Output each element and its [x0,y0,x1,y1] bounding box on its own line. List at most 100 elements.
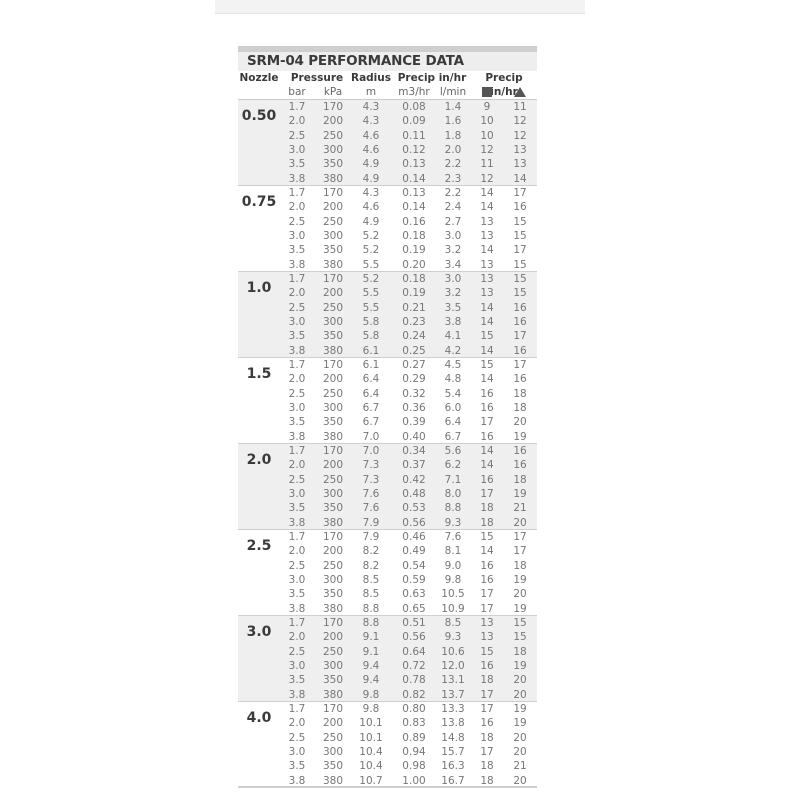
precip-triangle: 13 [513,143,527,156]
pressure-bar: 3.5 [288,244,306,257]
table-row: 3.5 350 5.2 0.19 3.2 14 17 [238,243,537,257]
flow-m3hr: 0.40 [402,430,426,443]
precip-square: 13 [480,215,494,228]
precip-triangle: 20 [513,731,527,744]
flow-lmin: 13.7 [441,688,465,701]
pressure-kpa: 250 [322,301,344,314]
pressure-bar: 3.8 [288,688,306,701]
radius-m: 10.7 [359,774,383,787]
precip-square: 15 [480,330,494,343]
pressure-bar: 3.0 [288,745,306,758]
precip-square: 13 [480,631,494,644]
precip-square: 16 [480,401,494,414]
pressure-bar: 3.0 [288,659,306,672]
pressure-kpa: 350 [322,588,344,601]
unit-m3hr: m3/hr [398,86,430,98]
radius-m: 5.5 [362,287,380,300]
table-row: 3.8 380 8.8 0.65 10.9 17 19 [238,602,537,616]
pressure-kpa: 170 [322,445,344,457]
nozzle-size: 0.75 [241,194,277,210]
table-row: 3.0 300 10.4 0.94 15.7 17 20 [238,745,537,759]
flow-m3hr: 0.36 [402,401,426,414]
precip-triangle: 12 [513,129,527,142]
flow-m3hr: 0.09 [402,115,426,128]
flow-m3hr: 0.78 [402,674,426,687]
pressure-kpa: 250 [322,387,344,400]
pressure-kpa: 350 [322,416,344,429]
flow-lmin: 4.8 [444,373,462,386]
table-row: 2.0 200 5.5 0.19 3.2 13 15 [238,286,537,300]
flow-lmin: 8.5 [444,617,462,629]
radius-m: 4.9 [362,172,380,185]
table-row: 2.5 250 8.2 0.54 9.0 16 18 [238,559,537,573]
pressure-bar: 3.0 [288,229,306,242]
pressure-kpa: 300 [322,315,344,328]
table-row: 1.7 170 7.9 0.46 7.6 15 17 [238,530,537,544]
precip-triangle: 15 [513,229,527,242]
precip-square: 16 [480,659,494,672]
flow-lmin: 3.5 [444,301,462,314]
flow-m3hr: 1.00 [402,774,426,787]
pressure-kpa: 380 [322,774,344,787]
table-row: 3.0 300 5.8 0.23 3.8 14 16 [238,315,537,329]
square-icon [482,87,492,97]
nozzle-size: 2.0 [246,452,272,468]
flow-m3hr: 0.14 [402,201,426,214]
precip-triangle: 17 [513,545,527,558]
precip-square: 14 [480,315,494,328]
pressure-kpa: 250 [322,731,344,744]
title-accent-bar [238,46,537,52]
precip-triangle: 17 [513,531,527,543]
units-row: bar kPa m m3/hr l/min [238,85,537,100]
precip-square: 17 [480,745,494,758]
flow-m3hr: 0.72 [402,659,426,672]
flow-m3hr: 0.21 [402,301,426,314]
triangle-icon [514,87,526,97]
precip-triangle: 15 [513,287,527,300]
flow-lmin: 4.5 [444,359,462,371]
precip-square: 15 [480,359,494,371]
precip-triangle: 16 [513,373,527,386]
flow-lmin: 8.1 [444,545,462,558]
table-title: SRM-04 PERFORMANCE DATA [238,52,537,71]
precip-square: 13 [480,258,494,271]
pressure-bar: 3.5 [288,158,306,171]
flow-m3hr: 0.14 [402,172,426,185]
table-row: 3.5 350 9.4 0.78 13.1 18 20 [238,673,537,687]
radius-m: 5.5 [362,301,380,314]
table-row: 3.8 380 4.9 0.14 2.3 12 14 [238,172,537,186]
table-row: 3.8 380 6.1 0.25 4.2 14 16 [238,344,537,358]
precip-triangle: 19 [513,703,527,715]
precip-triangle: 21 [513,760,527,773]
radius-m: 5.2 [362,229,380,242]
flow-lmin: 2.3 [444,172,462,185]
flow-m3hr: 0.24 [402,330,426,343]
square-spacing-icon-cell [476,85,498,99]
precip-triangle: 19 [513,487,527,500]
pressure-kpa: 380 [322,344,344,357]
table-row: 2.5 250 4.6 0.11 1.8 10 12 [238,129,537,143]
nozzle-size: 1.0 [246,280,272,296]
flow-lmin: 13.8 [441,717,465,730]
flow-m3hr: 0.83 [402,717,426,730]
radius-m: 8.8 [362,602,380,615]
pressure-bar: 3.5 [288,416,306,429]
radius-m: 7.3 [362,459,380,472]
precip-square: 15 [480,531,494,543]
precip-triangle: 18 [513,401,527,414]
precip-square: 16 [480,573,494,586]
precip-triangle: 13 [513,158,527,171]
radius-m: 7.9 [362,516,380,529]
precip-triangle: 15 [513,617,527,629]
pressure-bar: 3.5 [288,760,306,773]
flow-m3hr: 0.11 [402,129,426,142]
flow-lmin: 1.4 [444,101,462,113]
pressure-bar: 2.5 [288,731,306,744]
unit-bar: bar [288,86,306,98]
pressure-kpa: 300 [322,143,344,156]
flow-lmin: 16.7 [441,774,465,787]
flow-m3hr: 0.65 [402,602,426,615]
precip-triangle: 20 [513,745,527,758]
pressure-kpa: 380 [322,172,344,185]
radius-m: 5.5 [362,258,380,271]
